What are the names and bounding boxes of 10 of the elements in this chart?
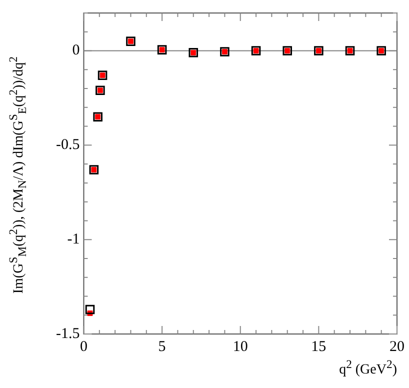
y-tick-label: -1 [67,232,80,248]
point [85,304,95,314]
x-tick-label: 20 [390,338,404,355]
x-tick-label: 10 [232,338,248,355]
y-tick-label: -0.5 [56,137,80,154]
x-tick-label: 5 [158,338,166,355]
x-axis-title: q$^{2}$ (GeV$^{2}$) [339,358,397,379]
y-tick-label: 0 [72,42,80,59]
x-tick-label: 15 [311,338,326,355]
y-tick-label: -1.5 [56,326,80,342]
